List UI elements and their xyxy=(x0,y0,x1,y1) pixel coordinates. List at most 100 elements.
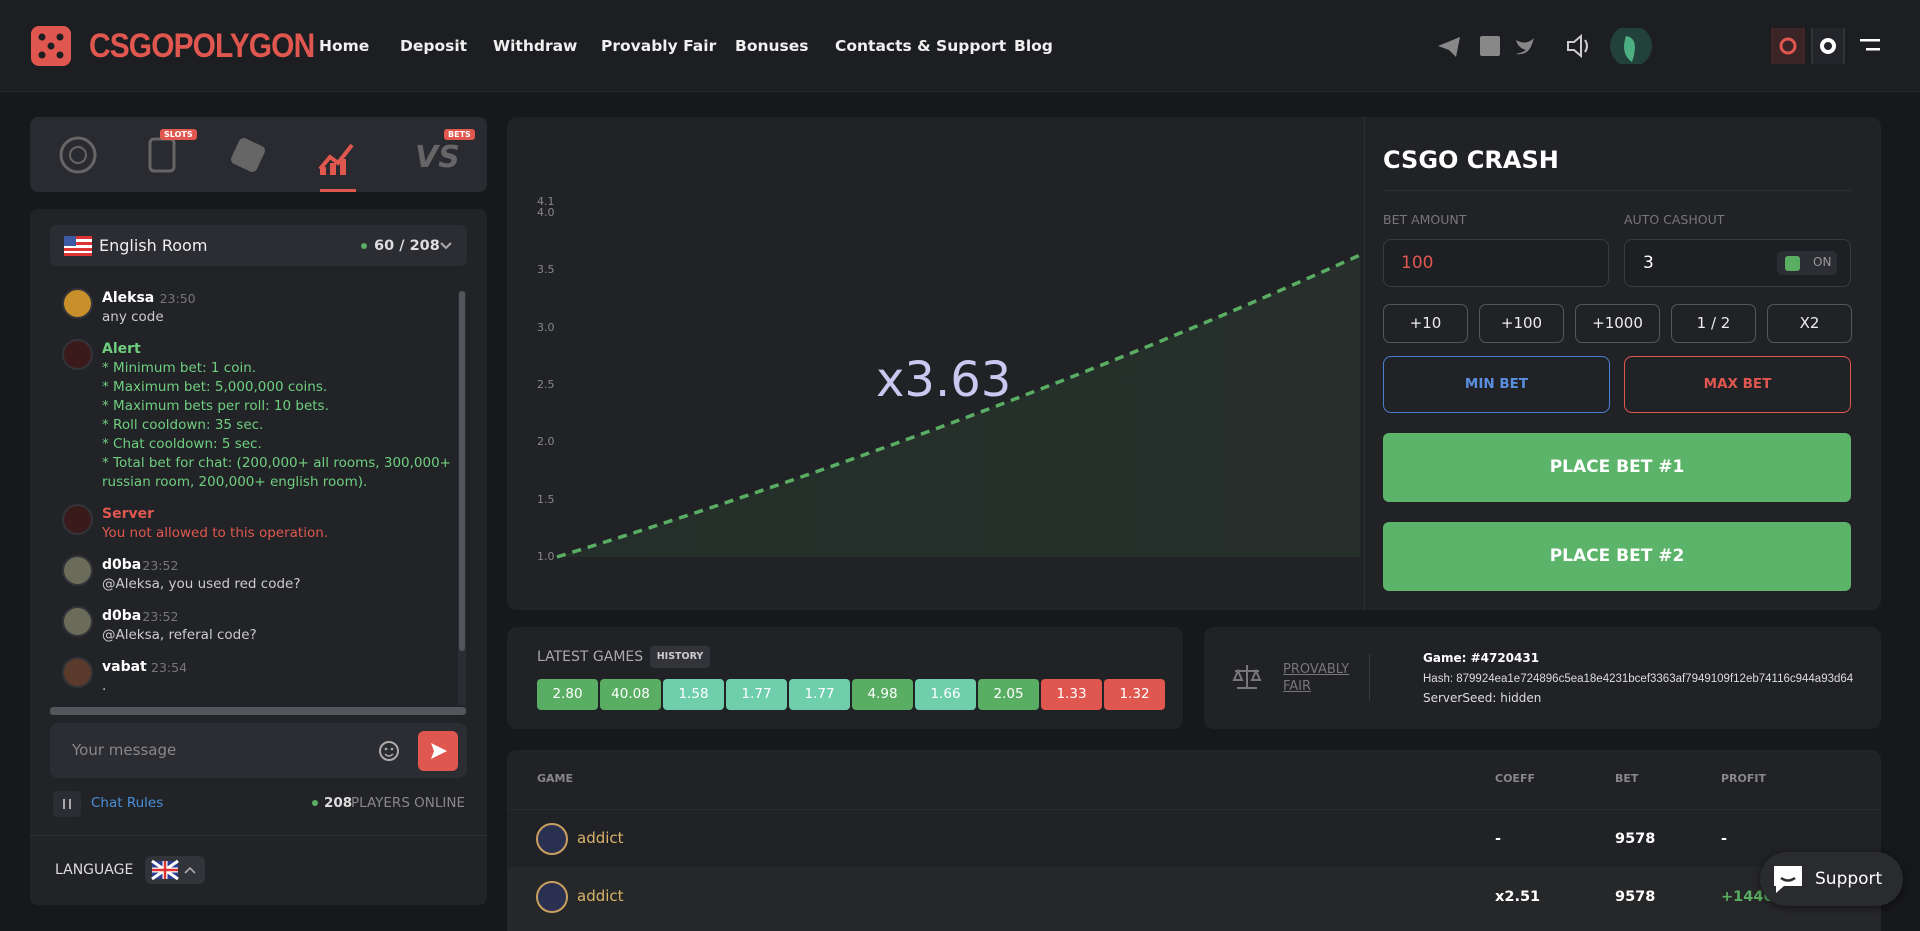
game-result[interactable]: 40.08 xyxy=(600,679,661,710)
game-result[interactable]: 1.33 xyxy=(1041,679,1102,710)
chat-text: You not allowed to this operation. xyxy=(102,525,329,542)
table-header: COEFF xyxy=(1495,771,1535,785)
y-tick-label: 4.0 xyxy=(537,206,555,220)
latest-games-panel xyxy=(507,627,1183,729)
pause-button[interactable] xyxy=(53,791,81,817)
game-result[interactable]: 1.32 xyxy=(1104,679,1165,710)
y-tick-label: 4.1 xyxy=(537,194,555,208)
chat-text: * Total bet for chat: (200,000+ all room… xyxy=(102,455,451,472)
table-header: BET xyxy=(1615,771,1639,785)
history-badge[interactable]: HISTORY xyxy=(650,646,710,668)
chat-scrollbar xyxy=(458,291,466,705)
chat-hscrollbar xyxy=(50,707,466,715)
crash-graph xyxy=(556,253,1361,559)
table-cell: 9578 xyxy=(1615,888,1656,905)
quick-button[interactable]: +10 xyxy=(1383,304,1468,343)
table-cell: - xyxy=(1495,830,1502,847)
chat-text: @Aleksa, referal code? xyxy=(102,627,257,644)
badge: SLOTS xyxy=(160,129,197,140)
table-cell: - xyxy=(1721,830,1728,847)
game-result[interactable]: 2.05 xyxy=(978,679,1039,710)
provably-fair-panel xyxy=(1204,627,1881,729)
chat-input-icons xyxy=(379,731,458,771)
chat-panel xyxy=(30,209,487,905)
table-cell: 9578 xyxy=(1615,830,1656,847)
nav-link[interactable]: Home xyxy=(319,36,370,55)
toggle[interactable] xyxy=(1777,251,1837,275)
quick-button[interactable]: X2 xyxy=(1767,304,1852,343)
nav-link[interactable]: Provably Fair xyxy=(601,36,717,55)
chat-text: any code xyxy=(102,309,164,326)
y-tick-label: 3.0 xyxy=(537,320,555,334)
game-result[interactable]: 1.77 xyxy=(789,679,850,710)
place-bet-button[interactable]: PLACE BET #1 xyxy=(1383,433,1851,502)
chat-author: Server xyxy=(102,505,155,522)
field-label: BET AMOUNT xyxy=(1383,211,1467,227)
game-tab-icons: VS xyxy=(59,136,460,192)
table-divider xyxy=(507,809,1881,810)
game-result[interactable]: 4.98 xyxy=(852,679,913,710)
table-header: PROFIT xyxy=(1721,771,1766,785)
badge: BETS xyxy=(444,129,475,140)
chat-text: * Chat cooldown: 5 sec. xyxy=(102,436,262,453)
crash-title: CSGO CRASH xyxy=(1383,146,1559,175)
room-select[interactable] xyxy=(50,225,467,266)
chat-time: 23:52 xyxy=(142,557,179,573)
bet-amount-input[interactable] xyxy=(1383,239,1609,287)
pf-label[interactable]: PROVABLY FAIR xyxy=(1283,662,1350,694)
chat-author: Aleksa xyxy=(102,289,155,306)
quick-button[interactable]: +1000 xyxy=(1575,304,1660,343)
chat-text: * Maximum bet: 5,000,000 coins. xyxy=(102,379,328,396)
nav-link[interactable]: Deposit xyxy=(400,36,468,55)
chat-author: Alert xyxy=(102,340,141,357)
pf-divider xyxy=(1369,654,1370,700)
header xyxy=(0,0,1920,92)
online-dot xyxy=(312,800,318,806)
place-bet-button[interactable]: PLACE BET #2 xyxy=(1383,522,1851,591)
chat-text: * Roll cooldown: 35 sec. xyxy=(102,417,264,434)
bet-amount: 100 xyxy=(1401,252,1434,273)
game-result[interactable]: 1.58 xyxy=(663,679,724,710)
min-bet-button[interactable]: MIN BET xyxy=(1383,356,1610,413)
y-tick-label: 2.5 xyxy=(537,377,555,391)
chat-avatar xyxy=(62,288,93,319)
game-result[interactable]: 2.80 xyxy=(537,679,598,710)
nav-link[interactable]: Bonuses xyxy=(735,36,809,55)
room-decor xyxy=(361,242,452,250)
toggle-label: ON xyxy=(1813,255,1832,270)
quick-button[interactable]: 1 / 2 xyxy=(1671,304,1756,343)
chat-author: vabat xyxy=(102,658,147,675)
chat-avatar xyxy=(62,606,93,637)
header-icons xyxy=(1438,28,1880,64)
chat-rules[interactable]: Chat Rules xyxy=(91,795,164,812)
chat-text: @Aleksa, you used red code? xyxy=(102,576,301,593)
max-bet-button[interactable]: MAX BET xyxy=(1624,356,1851,413)
chat-avatar xyxy=(62,555,93,586)
table-header: GAME xyxy=(537,771,574,785)
player-avatar xyxy=(536,823,568,855)
support-label[interactable]: Support xyxy=(1815,868,1883,889)
online-count: 208 xyxy=(324,795,353,812)
nav-link[interactable]: Contacts & Support xyxy=(835,36,1007,55)
chat-time: 23:50 xyxy=(159,290,196,306)
multiplier: x3.63 xyxy=(876,351,1012,408)
room-name: English Room xyxy=(99,235,208,255)
nav-link[interactable]: Blog xyxy=(1014,36,1053,55)
chat-avatar xyxy=(62,339,93,370)
room-count: 60 / 208 xyxy=(374,237,440,254)
svg-text:VS: VS xyxy=(415,140,460,175)
pf-seed: ServerSeed: hidden xyxy=(1423,691,1542,706)
chat-text: * Minimum bet: 1 coin. xyxy=(102,360,257,377)
quick-button[interactable]: +100 xyxy=(1479,304,1564,343)
chat-text: . xyxy=(102,678,107,695)
chat-text: russian room, 200,000+ english room). xyxy=(102,474,368,491)
chat-author: d0ba xyxy=(102,607,142,624)
chat-time: 23:52 xyxy=(142,608,179,624)
game-result[interactable]: 1.66 xyxy=(915,679,976,710)
game-result[interactable]: 1.77 xyxy=(726,679,787,710)
nav-link[interactable]: Withdraw xyxy=(493,36,578,55)
language-select[interactable] xyxy=(145,856,207,884)
crash-divider xyxy=(1364,117,1365,610)
support-icon xyxy=(1774,866,1802,893)
